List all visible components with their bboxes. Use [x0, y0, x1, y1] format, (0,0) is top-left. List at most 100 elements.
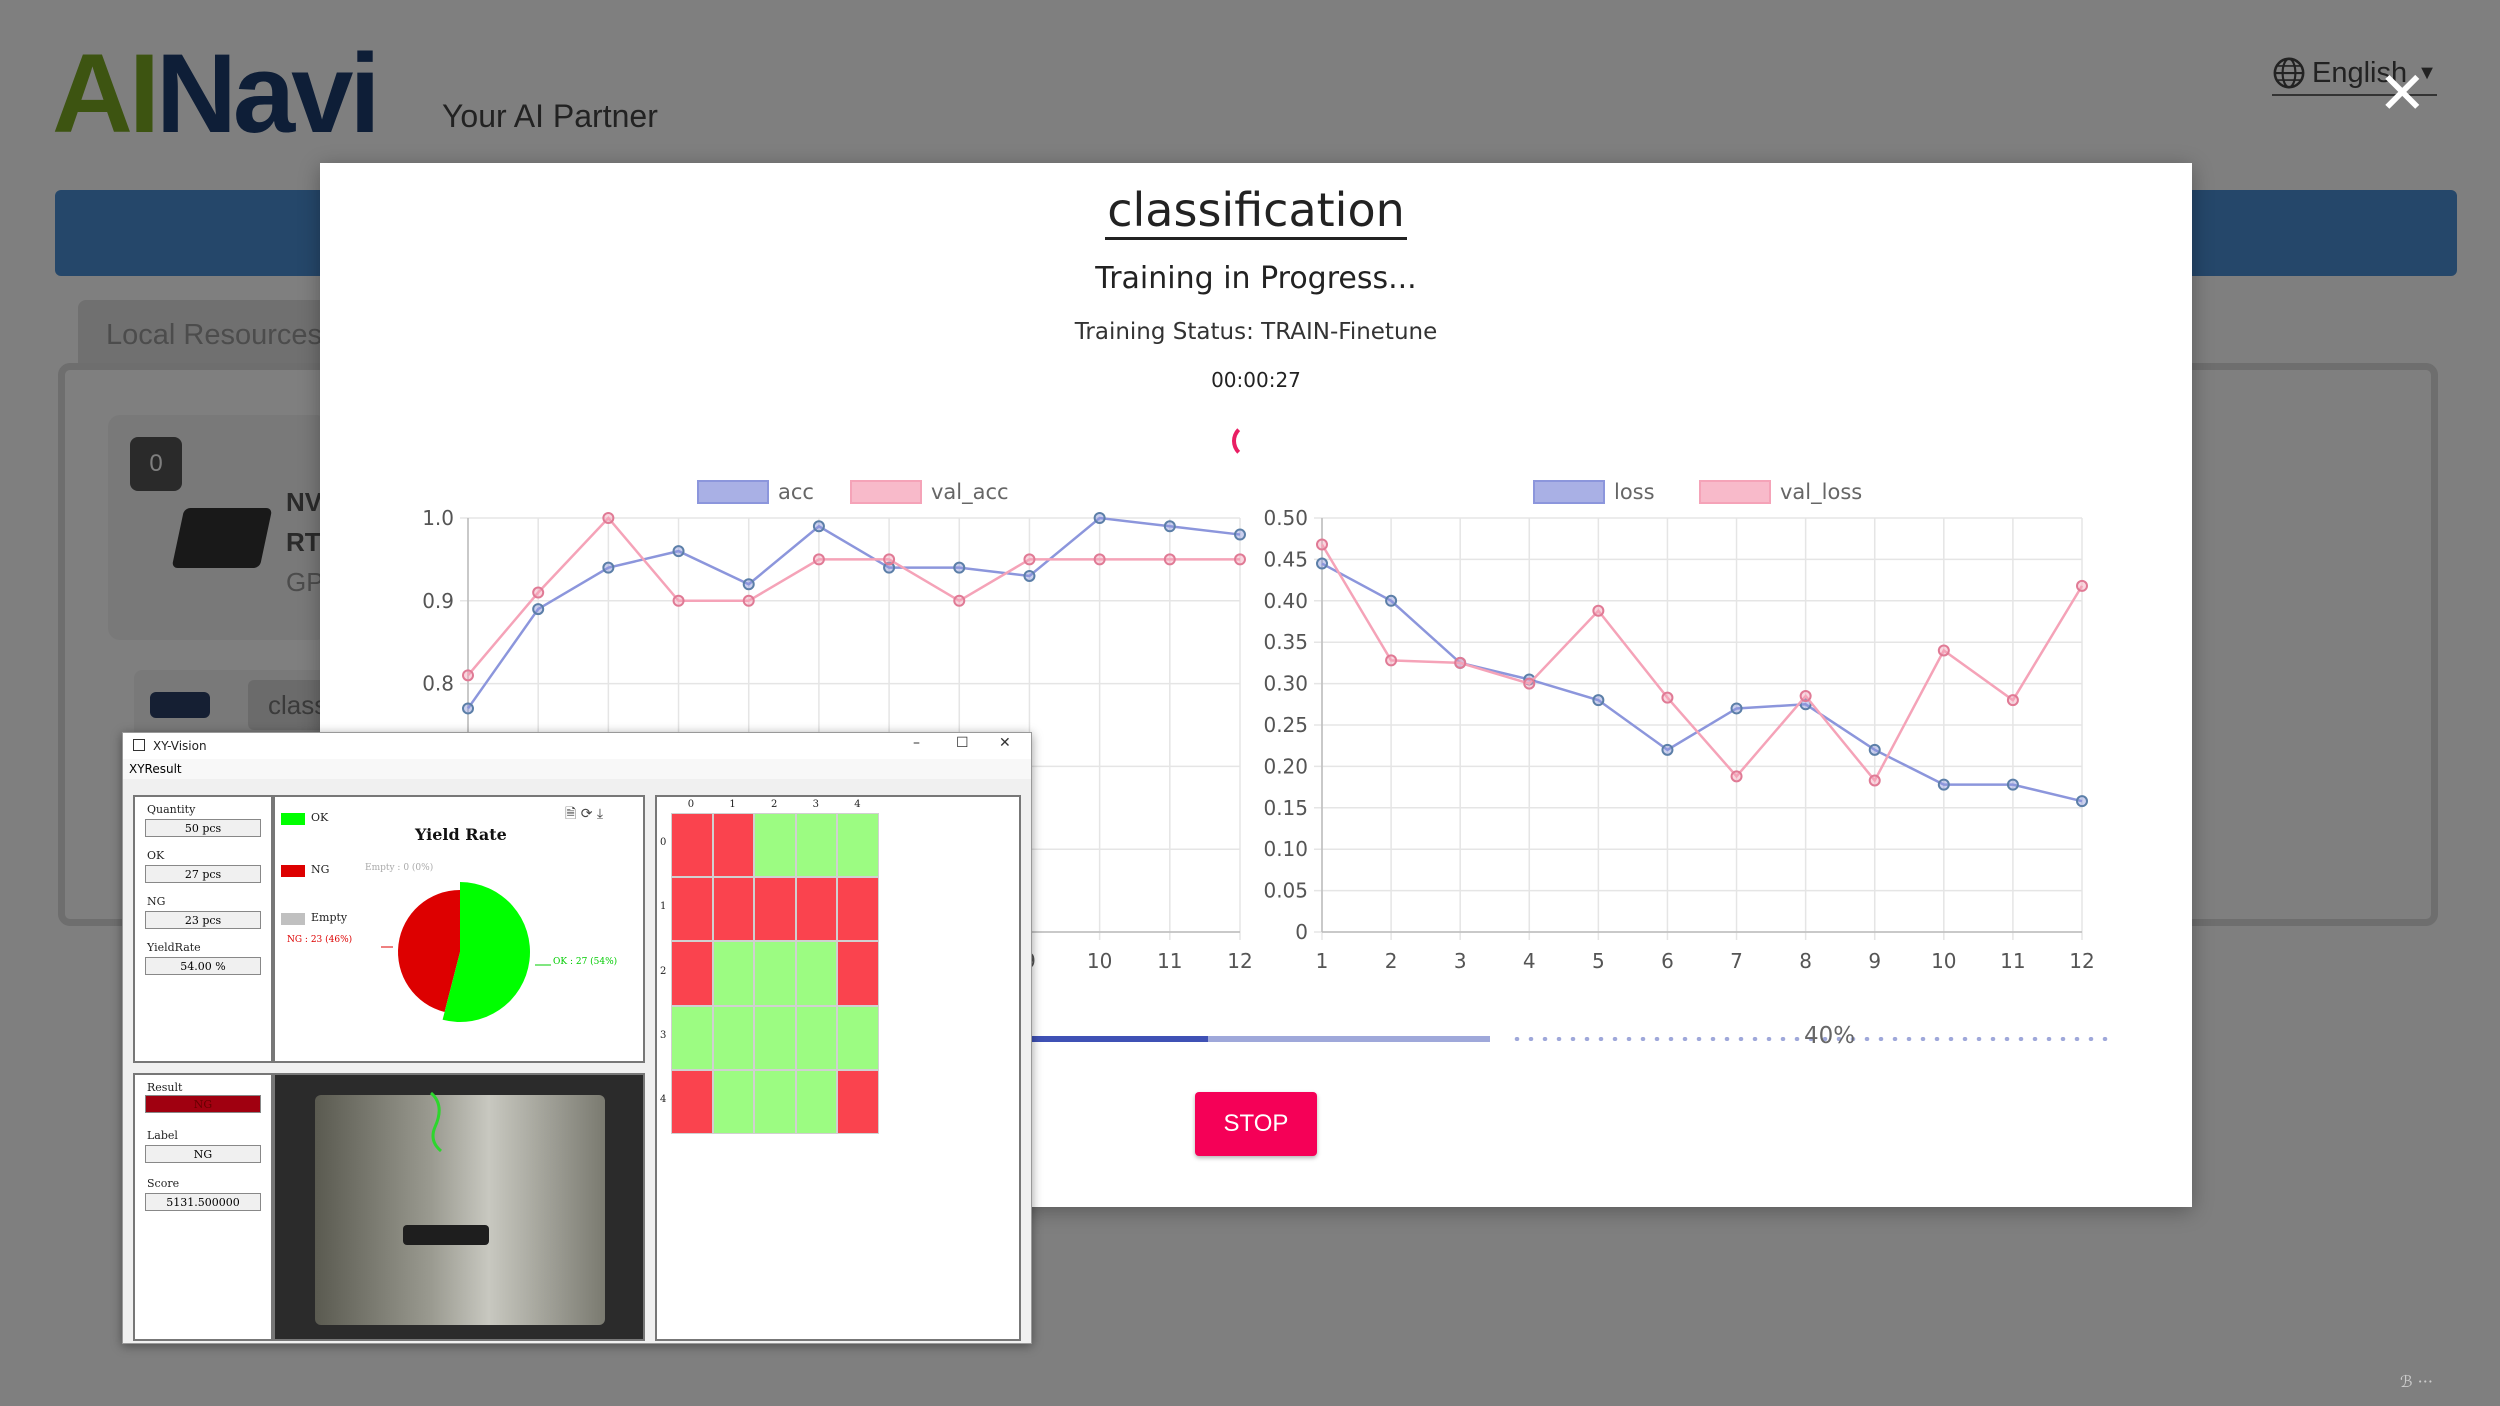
grid-cell-ok[interactable] — [795, 1005, 838, 1070]
legend-label-val_loss: val_loss — [1780, 480, 1862, 505]
chart-toolbar: 🗎 ⟳ ⤓ — [565, 803, 603, 827]
grid-cell-ok[interactable] — [754, 813, 796, 878]
grid-cell-ok[interactable] — [754, 1069, 796, 1134]
series-line-val_acc — [467, 516, 1240, 677]
data-point-val_acc — [462, 669, 474, 682]
data-point-val_loss — [1730, 770, 1743, 783]
legend-label-val_acc: val_acc — [931, 480, 1009, 505]
data-point-val_loss — [2006, 694, 2019, 707]
grid-cell-ok[interactable] — [712, 941, 755, 1006]
training-timer: 00:00:27 — [1211, 368, 1301, 392]
data-point-acc — [953, 561, 966, 574]
menu-xyresult[interactable]: XYResult — [129, 762, 182, 776]
x-tick-label: 1 — [1316, 949, 1329, 973]
close-icon[interactable]: ✕ — [2378, 59, 2427, 127]
grid-cell-ng[interactable] — [754, 877, 796, 942]
series-line-loss — [1321, 562, 2083, 803]
grid-cell-ng[interactable] — [671, 1069, 713, 1134]
grid-cell-ng[interactable] — [795, 877, 838, 942]
ng-count-label: NG — [147, 895, 166, 908]
pie-ok-label: OK : 27 (54%) — [553, 957, 618, 967]
grid-cell-ng[interactable] — [837, 1069, 879, 1134]
pie-ng-label: NG : 23 (46%) — [287, 935, 353, 945]
loading-spinner — [1232, 423, 1268, 459]
refresh-icon[interactable]: ⟳ — [580, 806, 593, 822]
language-selector[interactable]: English ▼ — [2272, 56, 2437, 96]
data-point-val_acc — [532, 586, 545, 599]
document-icon[interactable]: 🗎 — [565, 806, 577, 822]
x-tick-label: 10 — [1087, 949, 1112, 973]
window-titlebar: XY-Vision – ☐ ✕ — [123, 733, 1031, 759]
data-point-loss — [2076, 795, 2088, 808]
menu-bar: XYResult — [123, 759, 1031, 779]
x-tick-label: 6 — [1661, 949, 1674, 973]
x-tick-label: 11 — [2000, 949, 2025, 973]
grid-col-label: 3 — [812, 799, 819, 810]
grid-cell-ok[interactable] — [795, 1069, 838, 1134]
pie-title: Yield Rate — [415, 825, 507, 844]
legend-empty-label: Empty — [311, 911, 348, 924]
stop-button[interactable]: STOP — [1195, 1092, 1317, 1156]
grid-cell-ok[interactable] — [795, 813, 838, 878]
data-point-loss — [1316, 557, 1328, 570]
grid-cell-ng[interactable] — [837, 941, 879, 1006]
maximize-icon[interactable]: ☐ — [956, 735, 969, 751]
grid-col-label: 4 — [854, 799, 861, 810]
grid-cell-ng[interactable] — [712, 813, 755, 878]
minimize-icon[interactable]: – — [913, 735, 920, 751]
close-window-icon[interactable]: ✕ — [999, 735, 1011, 751]
y-tick-label: 0.10 — [1263, 837, 1308, 861]
x-tick-label: 11 — [1157, 949, 1182, 973]
label-field: NG — [145, 1145, 261, 1163]
data-point-val_loss — [1868, 774, 1881, 787]
grid-cell-ok[interactable] — [754, 1005, 796, 1070]
grid-cell-ng[interactable] — [712, 877, 755, 942]
legend-swatch-val_loss — [1699, 480, 1771, 504]
grid-cell-ok[interactable] — [754, 941, 796, 1006]
quantity-field: 50 pcs — [145, 819, 261, 837]
data-point-loss — [1661, 743, 1674, 756]
data-point-loss — [1937, 778, 1950, 791]
grid-cell-ng[interactable] — [671, 877, 713, 942]
defect-grid-panel: 0 1 2 3 4 0 1 2 3 4 — [655, 795, 1021, 1341]
grid-cell-ok[interactable] — [712, 1005, 755, 1070]
x-tick-label: 7 — [1730, 949, 1743, 973]
loss-chart: 0.50 0.45 0.40 0.35 0.30 0.25 0.20 0.15 0.10 0.05… — [1263, 480, 2095, 973]
data-point-loss — [1730, 702, 1743, 715]
grid-cell-ok[interactable] — [837, 1005, 879, 1070]
download-icon[interactable]: ⤓ — [596, 806, 604, 822]
yield-rate-field: 54.00 % — [145, 957, 261, 975]
window-title: XY-Vision — [153, 739, 207, 753]
grid-cell-ng[interactable] — [671, 813, 713, 878]
y-tick-label: 0.20 — [1263, 754, 1308, 778]
grid-row-label: 4 — [660, 1093, 667, 1105]
legend-label-loss: loss — [1614, 480, 1655, 504]
grid-cell-ok[interactable] — [837, 813, 879, 878]
grid-cell-ok[interactable] — [795, 941, 838, 1006]
data-point-val_loss — [1661, 691, 1674, 704]
connector-photo — [315, 1095, 605, 1325]
grid-cell-ng[interactable] — [671, 941, 713, 1006]
data-point-val_acc — [1023, 553, 1036, 566]
inspection-image — [273, 1073, 645, 1341]
grid-cell-ok[interactable] — [712, 1069, 755, 1134]
grid-col-label: 0 — [687, 799, 695, 810]
progress-bar — [1020, 1036, 1490, 1042]
legend-swatch-val_acc — [850, 480, 922, 504]
progress-bar-buffer — [1510, 1037, 2110, 1041]
data-point-acc — [532, 603, 545, 616]
y-tick-label: 0.35 — [1263, 630, 1308, 654]
grid-cell-ok[interactable] — [671, 1005, 713, 1070]
data-point-val_acc — [883, 553, 896, 566]
grid-row-label: 0 — [660, 837, 667, 849]
y-tick-label: 0.8 — [422, 672, 454, 696]
legend-swatch-acc — [697, 480, 769, 504]
grid-cell-ng[interactable] — [837, 877, 879, 942]
series-line-val_loss — [1320, 543, 2084, 783]
y-tick-label: 0.25 — [1263, 713, 1308, 737]
x-tick-label: 8 — [1799, 949, 1812, 973]
pie-slice-ok — [442, 882, 530, 1022]
training-status: Training Status: TRAIN-Finetune — [1074, 319, 1438, 345]
data-point-val_acc — [672, 594, 685, 607]
x-tick-label: 3 — [1454, 949, 1467, 973]
